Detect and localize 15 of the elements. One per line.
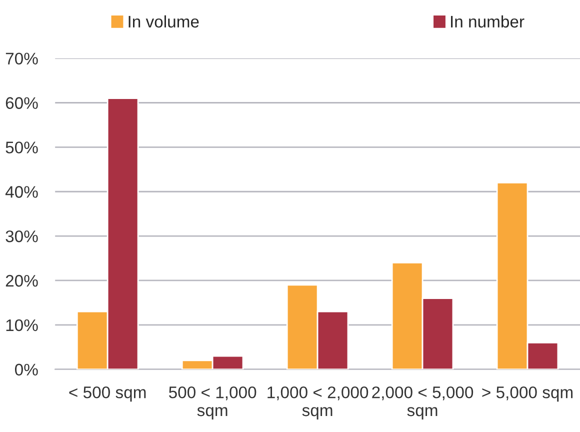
y-tick-label: 20% (6, 274, 38, 287)
y-tick-label: 30% (6, 230, 38, 242)
y-tick-label: 10% (6, 319, 38, 332)
x-tick-label: < 500 sqm (69, 386, 146, 402)
legend-label: In volume (128, 15, 199, 28)
y-tick-label: 70% (6, 52, 38, 65)
x-tick-label: 2,000 < 5,000 sqm (372, 386, 474, 420)
y-tick-label: 50% (6, 142, 38, 154)
y-tick-label: 60% (6, 97, 38, 109)
y-tick-label: 40% (5, 186, 38, 198)
x-tick-label: > 5,000 sqm (482, 386, 573, 402)
legend-label: In number (451, 15, 524, 28)
y-tick-label: 0% (14, 364, 38, 376)
x-tick-label: 500 < 1,000 sqm (168, 386, 256, 420)
x-tick-label: 1,000 < 2,000 sqm (268, 386, 368, 420)
